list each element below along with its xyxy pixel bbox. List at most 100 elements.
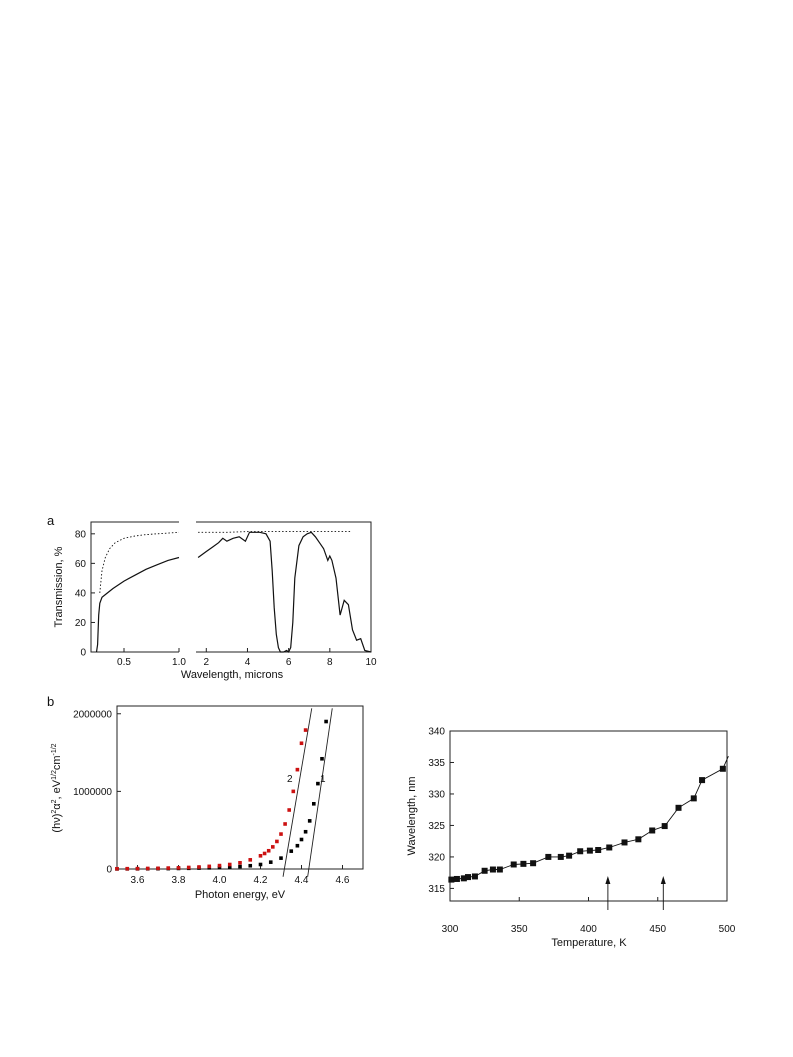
panel-b-series (115, 719, 328, 871)
data-point-square (530, 860, 537, 867)
data-point-square (649, 827, 656, 834)
data-point-square (595, 847, 602, 853)
x-tick-label: 4.6 (336, 875, 350, 886)
panel-letter-a: a (47, 513, 55, 528)
data-point-series-2 (283, 822, 287, 826)
data-point-square (489, 866, 496, 873)
data-point-series-2 (156, 866, 160, 871)
data-point-series-2 (258, 854, 263, 858)
data-point-square (690, 795, 697, 802)
x-tick-label: 2 (204, 657, 210, 668)
transmission-curve-dotted-short-wave (99, 531, 180, 593)
x-tick-label: 4 (245, 657, 251, 668)
panel-c-frame (449, 730, 728, 902)
x-tick-label: 4.4 (295, 875, 309, 886)
x-tick-label: 1.0 (172, 657, 186, 668)
data-point-series-2 (125, 866, 130, 871)
wavelength-curve-line (451, 756, 729, 881)
y-tick-label: 80 (75, 529, 87, 540)
panel-a-series (95, 531, 372, 653)
data-point-square (635, 836, 642, 843)
data-point-square (510, 861, 517, 868)
panel-c-x-ticks: 300 350 400 450 500 (442, 897, 736, 935)
y-tick-label: 20 (75, 618, 87, 629)
data-point-series-2 (271, 845, 275, 849)
panel-a-x-axis-label: Wavelength, microns (181, 669, 284, 681)
transmission-curve-solid-short-wave (95, 556, 180, 653)
data-point-series-1 (289, 849, 294, 853)
panel-b-y-ticks: 0 1000000 2000000 (73, 709, 121, 876)
data-point-series-1 (268, 860, 273, 864)
data-point-series-2 (207, 864, 212, 869)
data-point-square (699, 777, 706, 784)
data-point-series-2 (176, 866, 181, 870)
data-point-square (661, 823, 668, 830)
data-point-square (621, 839, 628, 846)
data-point-series-1 (299, 837, 304, 842)
data-point-series-1 (295, 843, 300, 848)
x-tick-label: 3.8 (172, 875, 186, 886)
x-tick-label: 300 (442, 924, 459, 935)
panel-b-frame (116, 705, 364, 870)
data-point-square (453, 875, 460, 882)
data-point-square (586, 847, 593, 854)
data-point-square (496, 866, 503, 873)
transmission-curve-solid-ir (197, 531, 372, 653)
data-point-square (577, 848, 584, 855)
data-point-series-2 (287, 808, 291, 812)
panel-c-y-ticks: 315 320 325 330 335 340 (428, 727, 454, 895)
x-tick-label: 0.5 (117, 657, 131, 668)
data-point-square (675, 804, 682, 811)
y-tick-label: 60 (75, 559, 87, 570)
y-tick-label: 1000000 (73, 787, 112, 798)
data-point-square (545, 853, 552, 860)
data-point-square (465, 874, 472, 881)
panel-a-y-ticks: 0 20 40 60 80 (75, 529, 95, 659)
panel-c-series (448, 756, 729, 883)
y-tick-label: 40 (75, 588, 87, 599)
x-tick-label: 400 (580, 924, 597, 935)
data-point-square (520, 860, 527, 867)
data-point-square (719, 765, 726, 772)
x-tick-label: 450 (649, 924, 666, 935)
data-point-series-1 (279, 856, 283, 860)
data-point-series-1 (217, 865, 222, 870)
panel-a-x-ticks: 0.5 1.0 2 4 6 8 10 (117, 648, 377, 668)
data-point-series-2 (145, 866, 150, 871)
y-tick-label: 325 (428, 821, 445, 832)
panel-b-fit-lines (282, 708, 333, 877)
data-point-series-2 (135, 866, 140, 871)
data-point-series-1 (324, 719, 328, 724)
fit-line-series-2 (282, 708, 313, 877)
data-point-series-2 (291, 789, 296, 794)
x-tick-label: 8 (327, 657, 333, 668)
y-tick-label: 0 (106, 865, 112, 876)
panel-c-y-axis-label: Wavelength, nm (406, 776, 418, 855)
panel-c-wavelength-chart: 315 320 325 330 335 340 300 350 400 450 500 Wavel… (406, 727, 736, 950)
data-point-square (557, 853, 564, 860)
data-point-series-1 (307, 819, 312, 823)
data-point-series-2 (299, 741, 304, 746)
data-point-series-1 (248, 863, 253, 868)
data-point-series-1 (238, 864, 242, 869)
x-tick-label: 10 (365, 657, 377, 668)
data-point-series-2 (166, 866, 171, 870)
x-tick-label: 6 (286, 657, 292, 668)
x-tick-label: 3.6 (131, 875, 145, 886)
curve-label-1: 1 (320, 774, 326, 785)
panel-a-frame (90, 521, 372, 653)
transmission-curve-dotted-ir (198, 531, 351, 533)
x-tick-label: 350 (511, 924, 528, 935)
data-point-series-1 (303, 829, 308, 834)
y-tick-label: 315 (428, 884, 445, 895)
data-point-square (448, 876, 455, 883)
data-point-series-2 (275, 839, 279, 844)
data-point-square (606, 844, 613, 851)
data-point-series-2 (217, 863, 222, 868)
panel-c-x-axis-label: Temperature, K (551, 937, 627, 949)
x-tick-label: 4.0 (213, 875, 227, 886)
panel-a-y-axis-label: Transmission, % (53, 546, 65, 627)
transition-arrow-head (660, 876, 666, 884)
data-point-series-2 (186, 865, 191, 870)
